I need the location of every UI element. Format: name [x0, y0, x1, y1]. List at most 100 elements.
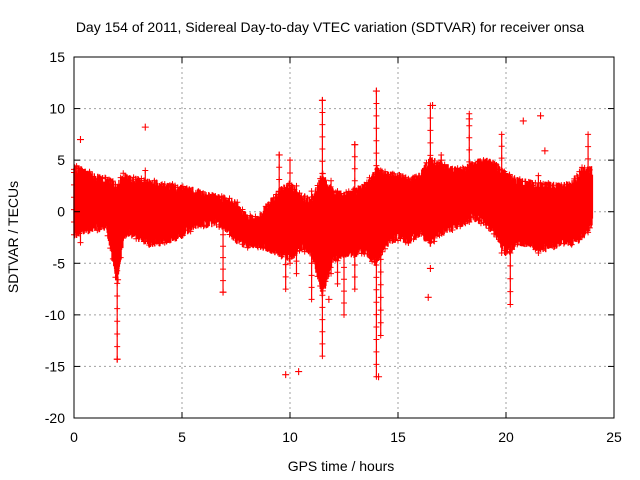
spike-marker	[377, 294, 384, 301]
outlier-point	[426, 264, 434, 272]
band-edge-marker	[366, 174, 373, 181]
band-edge-marker	[325, 184, 332, 191]
x-tick-label: 0	[70, 429, 78, 445]
spike-marker	[351, 189, 358, 196]
chart-title: Day 154 of 2011, Sidereal Day-to-day VTE…	[76, 19, 585, 35]
band-edge-marker	[86, 168, 93, 175]
spike-marker	[351, 225, 358, 232]
y-tick-label: -5	[53, 255, 66, 271]
band-edge-marker	[356, 247, 363, 254]
spike-marker	[377, 332, 384, 339]
band-edge-marker	[410, 176, 417, 183]
band-edge-marker	[115, 276, 122, 283]
band-edge-marker	[467, 213, 474, 220]
band-edge-marker	[444, 226, 451, 233]
spike-marker	[377, 218, 384, 225]
band-edge-marker	[529, 239, 536, 246]
outlier-point	[275, 151, 283, 159]
spike-marker	[276, 225, 283, 232]
spike-marker	[585, 143, 592, 150]
band-edge-marker	[413, 173, 420, 180]
band-edge-marker	[234, 199, 241, 206]
spike-marker	[585, 192, 592, 199]
spike-marker	[287, 157, 293, 164]
spike-marker	[466, 170, 473, 177]
band-edge-marker	[244, 244, 251, 251]
spike-marker	[373, 237, 380, 244]
band-edge-marker	[107, 177, 114, 184]
band-edge-marker	[190, 224, 197, 231]
spike-marker	[276, 164, 283, 171]
spike-marker	[507, 301, 514, 308]
spike-marker	[427, 227, 434, 234]
outlier-point	[351, 141, 359, 149]
spike-marker	[293, 258, 300, 265]
band-edge-marker	[96, 222, 103, 229]
spike-marker	[308, 272, 315, 279]
spike-marker	[328, 270, 335, 277]
band-edge-marker	[203, 222, 210, 229]
spike-marker	[220, 208, 227, 215]
spike-marker	[498, 214, 505, 221]
band-edge-marker	[413, 234, 420, 241]
outlier-point	[76, 136, 84, 144]
spike-marker	[498, 178, 505, 185]
band-edge-marker	[236, 236, 243, 243]
band-edge-marker	[260, 210, 267, 217]
spike-marker	[438, 165, 445, 172]
band-edge-marker	[348, 191, 355, 198]
outlier-point	[372, 87, 380, 95]
band-edge-marker	[151, 177, 158, 184]
spike-marker	[585, 131, 592, 138]
spike-marker	[535, 249, 542, 256]
band-edge-marker	[226, 195, 233, 202]
band-edge-marker	[76, 230, 83, 237]
band-edge-marker	[128, 228, 135, 235]
band-edge-marker	[255, 218, 262, 225]
band-edge-marker	[117, 174, 124, 181]
band-edge-marker	[153, 239, 160, 246]
spike-marker	[498, 155, 505, 162]
spike-marker	[427, 139, 434, 146]
band-edge-marker	[514, 177, 521, 184]
spike-marker	[220, 277, 227, 284]
spike-marker	[276, 249, 283, 256]
band-edge-marker	[205, 192, 212, 199]
band-edge-marker	[216, 194, 223, 201]
band-edge-marker	[128, 177, 135, 184]
band-edge-marker	[309, 193, 316, 200]
band-edge-marker	[267, 199, 274, 206]
spike-marker	[287, 195, 293, 202]
band-edge-marker	[239, 206, 246, 213]
band-edge-marker	[223, 226, 230, 233]
spike-marker	[373, 274, 380, 281]
spike-marker	[438, 178, 445, 185]
spike-marker	[373, 249, 380, 256]
spike-marker	[351, 262, 358, 269]
spike-marker	[293, 195, 300, 202]
band-edge-marker	[120, 235, 127, 242]
spike-marker	[334, 211, 341, 218]
band-edge-marker	[560, 184, 567, 191]
spike-marker	[377, 319, 384, 326]
band-edge-marker	[109, 178, 116, 185]
spike-marker	[466, 182, 473, 189]
spike-marker	[308, 224, 315, 231]
spike-marker	[220, 266, 227, 273]
band-edge-marker	[322, 278, 329, 285]
band-edge-marker	[532, 179, 539, 186]
band-edge-marker	[527, 181, 534, 188]
spike-marker	[373, 361, 380, 368]
band-edge-marker	[560, 240, 567, 247]
spike-marker	[341, 205, 347, 212]
band-edge-marker	[524, 238, 531, 245]
spike-marker	[220, 220, 227, 227]
band-edge-marker	[576, 168, 583, 175]
band-edge-marker	[345, 188, 352, 195]
band-edge-marker	[462, 220, 469, 227]
band-edge-marker	[99, 221, 106, 228]
spike-marker	[293, 233, 300, 240]
spike-marker	[427, 189, 434, 196]
band-edge-marker	[81, 168, 88, 175]
spike-marker	[466, 219, 473, 226]
